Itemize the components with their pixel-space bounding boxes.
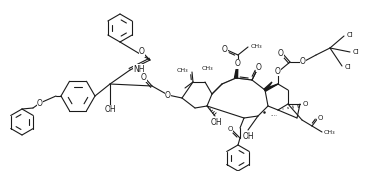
Text: O: O — [222, 44, 228, 54]
Text: O: O — [275, 67, 281, 76]
Text: Cl: Cl — [347, 32, 354, 38]
Text: ....: .... — [270, 111, 277, 116]
Text: CH₃: CH₃ — [251, 43, 263, 49]
Text: CH₃: CH₃ — [324, 130, 335, 135]
Text: CH₃: CH₃ — [177, 69, 188, 74]
Polygon shape — [264, 82, 272, 91]
Text: O: O — [139, 48, 145, 56]
Text: O: O — [300, 56, 306, 65]
Text: O: O — [227, 126, 233, 132]
Text: OH: OH — [242, 132, 254, 141]
Text: O: O — [141, 73, 147, 82]
Text: O: O — [235, 60, 241, 69]
Text: O: O — [317, 115, 323, 121]
Text: OH: OH — [104, 105, 116, 114]
Text: O: O — [278, 49, 284, 57]
Text: NH: NH — [133, 64, 144, 74]
Text: O: O — [303, 101, 309, 107]
Text: O: O — [165, 90, 171, 100]
Text: Cl: Cl — [353, 49, 360, 55]
Text: O: O — [37, 98, 43, 108]
Text: CH₃: CH₃ — [202, 67, 214, 71]
Polygon shape — [234, 60, 238, 78]
Text: Cl: Cl — [345, 64, 352, 70]
Text: O: O — [256, 62, 262, 71]
Text: OH: OH — [210, 118, 222, 127]
Polygon shape — [264, 84, 278, 91]
